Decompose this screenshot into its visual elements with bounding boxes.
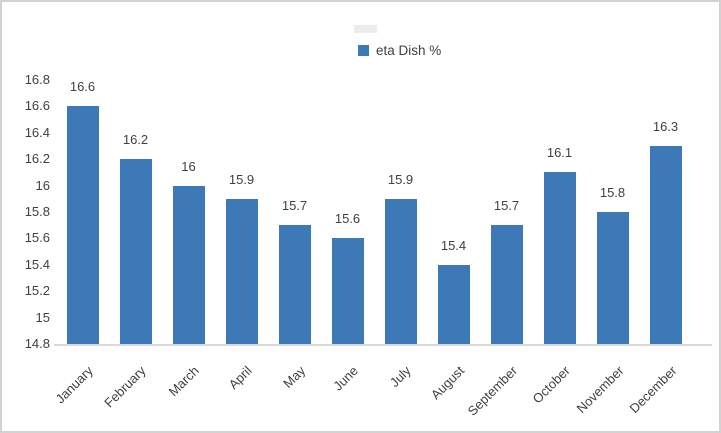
x-axis-label-may: May <box>280 363 309 391</box>
y-tick-label: 15.6 <box>24 230 50 246</box>
plot-area: 16.6 16.2 16 15.9 15.7 15.6 15.9 15.4 15.7 16.1 15… <box>56 79 692 344</box>
bar-may <box>278 225 311 344</box>
y-tick-label: 14.8 <box>24 336 50 351</box>
bar-data-label: 16 <box>181 158 196 174</box>
y-tick-label: 16.8 <box>24 72 50 87</box>
y-tick-label: 16.6 <box>24 98 50 114</box>
bar-june <box>331 238 364 344</box>
bar-data-label: 16.2 <box>122 132 149 148</box>
y-tick-label: 15.8 <box>24 204 50 219</box>
bar-march <box>172 185 205 344</box>
x-axis-labels: January February March April May June July Augu… <box>52 344 692 431</box>
bar-data-label: 15.7 <box>281 198 308 214</box>
x-axis-label-january: January <box>52 363 97 407</box>
x-axis-line <box>54 344 712 346</box>
y-tick-label: 15.4 <box>24 256 50 272</box>
y-axis: 14.8 15 15.2 15.4 15.6 15.8 16 16.2 16.4 16.6 16.8 <box>6 72 50 351</box>
bar-september <box>490 225 523 344</box>
legend: eta Dish % <box>358 43 441 58</box>
legend-artifact <box>354 25 377 33</box>
x-axis-label-april: April <box>226 363 256 393</box>
y-tick-label: 16.4 <box>24 124 50 140</box>
bar-data-label: 16.6 <box>69 79 96 95</box>
x-axis-label-march: March <box>165 363 203 400</box>
x-axis-label-february: February <box>101 363 150 411</box>
bar-october <box>543 172 576 344</box>
bar-april <box>225 198 258 344</box>
bar-data-label: 16.1 <box>546 145 573 161</box>
legend-label: eta Dish % <box>376 43 442 58</box>
bar-data-label: 15.7 <box>493 198 520 214</box>
y-tick-label: 16 <box>35 177 50 193</box>
x-axis-label-june: June <box>330 363 362 394</box>
bar-august <box>437 264 470 344</box>
x-axis-label-july: July <box>387 363 415 390</box>
x-axis-label-november: November <box>573 363 627 417</box>
bar-november <box>596 212 629 344</box>
x-axis-label-august: August <box>427 363 468 403</box>
bar-data-label: 15.9 <box>228 171 255 187</box>
bar-data-label: 16.3 <box>652 119 679 134</box>
bar-july <box>384 198 417 344</box>
legend-swatch-icon <box>358 45 369 56</box>
bar-data-label: 15.4 <box>440 237 467 253</box>
y-tick-label: 15.2 <box>24 283 50 299</box>
bar-january <box>66 106 99 344</box>
bar-december <box>649 146 682 344</box>
bar-data-label: 15.8 <box>599 185 626 200</box>
bar-february <box>119 159 152 344</box>
bar-data-label: 15.9 <box>387 171 414 187</box>
bar-data-label: 15.6 <box>334 211 361 227</box>
y-tick-label: 15 <box>35 309 50 325</box>
x-axis-label-september: September <box>464 363 521 419</box>
y-tick-label: 16.2 <box>24 151 50 167</box>
x-axis-label-december: December <box>626 363 680 417</box>
x-axis-label-october: October <box>529 363 574 407</box>
